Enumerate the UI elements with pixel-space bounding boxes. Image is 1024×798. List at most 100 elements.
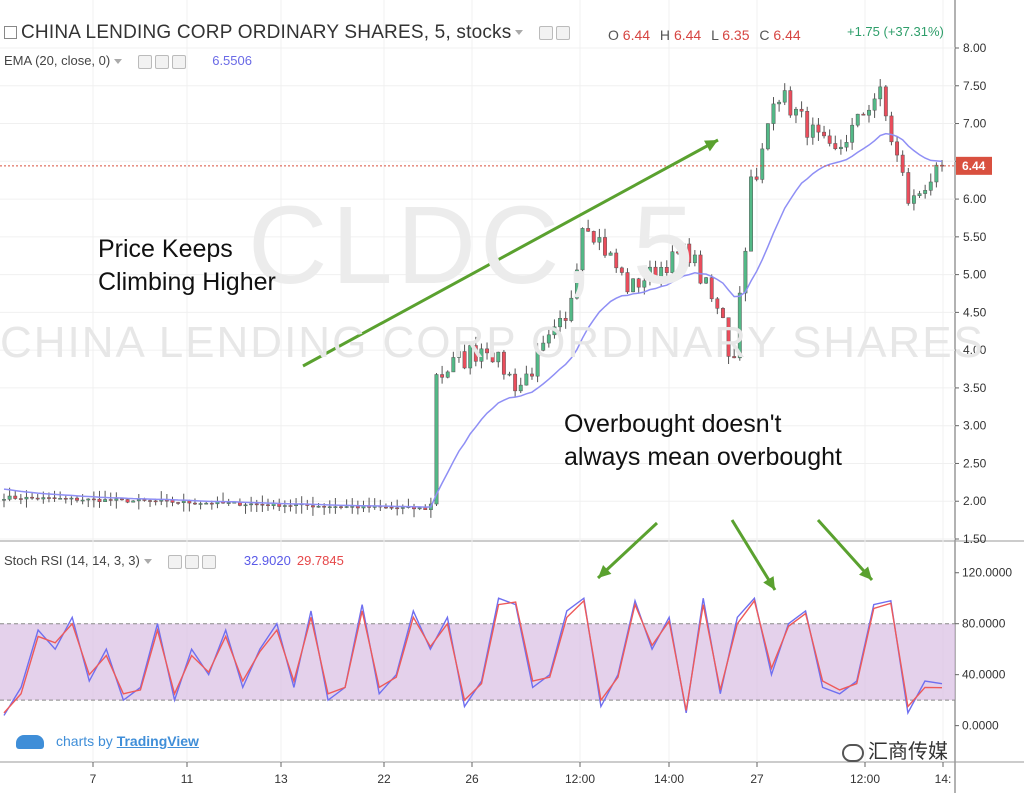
- gear-icon[interactable]: [556, 25, 571, 40]
- symbol-title-text: CHINA LENDING CORP ORDINARY SHARES, 5, s…: [21, 22, 512, 43]
- overbought-annotation-line1: Overbought doesn't: [564, 410, 782, 438]
- overbought-arrow-3-head: [859, 566, 872, 580]
- candle-body: [676, 251, 680, 254]
- candle-body: [591, 231, 596, 243]
- trend-arrow-head: [704, 140, 718, 152]
- candle-body: [659, 267, 664, 279]
- candle-body: [810, 124, 815, 138]
- candle-body: [709, 277, 714, 300]
- symbol-watermark: CLDC, 5: [248, 184, 698, 307]
- name-watermark: CHINA LENDING CORP ORDINARY SHARES: [0, 318, 985, 367]
- price-axis-label: 7.00: [963, 117, 987, 131]
- ema-line: [3, 132, 943, 508]
- candle-body: [794, 108, 798, 116]
- candle-body: [552, 326, 557, 336]
- ema-legend[interactable]: EMA (20, close, 0) 6.5506: [4, 53, 252, 69]
- candle-body: [47, 497, 51, 499]
- candle-body: [226, 502, 231, 504]
- close-icon[interactable]: [172, 54, 187, 69]
- candle-body: [805, 111, 810, 138]
- candle-body: [535, 350, 540, 377]
- candle-body: [451, 357, 456, 373]
- low-label: L: [711, 27, 719, 43]
- candle-body: [721, 308, 725, 318]
- candle-body: [518, 384, 523, 392]
- tradingview-branding[interactable]: charts by TradingView: [16, 733, 199, 750]
- candle-body: [895, 141, 899, 156]
- candle-body: [322, 506, 327, 508]
- candle-body: [496, 351, 501, 363]
- candle-body: [457, 351, 461, 358]
- candle-body: [934, 164, 939, 183]
- candle-body: [501, 351, 506, 375]
- candle-body: [310, 505, 315, 508]
- candle-body: [114, 498, 119, 501]
- price-axis-label: 3.00: [963, 419, 987, 433]
- candle-body: [395, 507, 400, 510]
- candle-body: [648, 266, 652, 282]
- candle-body: [288, 505, 293, 507]
- candle-body: [13, 495, 18, 499]
- candle-body: [698, 254, 703, 284]
- candle-body: [681, 243, 686, 254]
- eye-icon[interactable]: [167, 554, 182, 569]
- candle-body: [193, 502, 197, 505]
- candle-body: [120, 498, 124, 501]
- candle-body: [254, 503, 259, 506]
- candle-body: [597, 237, 602, 243]
- settings-icon[interactable]: [539, 25, 554, 40]
- candle-body: [389, 506, 394, 509]
- candle-body: [260, 503, 265, 506]
- candle-body: [35, 497, 40, 500]
- candle-body: [574, 269, 579, 299]
- price-annotation-line2: Climbing Higher: [98, 268, 276, 296]
- stoch-d-line: [3, 599, 943, 714]
- candle-body: [108, 499, 113, 501]
- candle-body: [850, 124, 855, 143]
- chevron-down-icon[interactable]: [143, 559, 152, 565]
- candle-body: [737, 292, 742, 359]
- candle-body: [928, 181, 933, 191]
- candle-body: [176, 502, 181, 504]
- time-axis-label: 13: [274, 772, 288, 786]
- candle-body: [97, 498, 102, 502]
- candle-body: [80, 499, 85, 502]
- gear-icon[interactable]: [184, 554, 199, 569]
- osc-axis-label: 120.0000: [962, 566, 1012, 580]
- candle-body: [524, 373, 529, 386]
- price-axis-label: 5.50: [963, 230, 987, 244]
- candle-body: [473, 345, 478, 362]
- chevron-down-icon[interactable]: [114, 59, 123, 65]
- symbol-title[interactable]: CHINA LENDING CORP ORDINARY SHARES, 5, s…: [4, 22, 571, 44]
- candle-body: [344, 506, 349, 508]
- close-icon[interactable]: [201, 554, 216, 569]
- candle-body: [513, 373, 518, 392]
- candle-body: [726, 317, 731, 357]
- gear-icon[interactable]: [155, 54, 170, 69]
- collapse-icon[interactable]: [4, 26, 17, 40]
- time-axis-label: 12:00: [850, 772, 880, 786]
- time-axis-label: 22: [377, 772, 391, 786]
- candle-body: [799, 108, 804, 112]
- chevron-down-icon[interactable]: [515, 30, 524, 36]
- cloud-icon: [16, 735, 44, 750]
- candle-body: [170, 500, 175, 503]
- price-axis-label: 2.50: [963, 456, 987, 470]
- stoch-legend[interactable]: Stoch RSI (14, 14, 3, 3) 32.9020 29.7845: [4, 553, 344, 569]
- candle-body: [462, 351, 467, 369]
- wechat-icon: [842, 743, 864, 762]
- eye-icon[interactable]: [138, 54, 153, 69]
- close-value: 6.44: [773, 27, 801, 43]
- candle-body: [198, 503, 203, 505]
- price-axis-label: 8.00: [963, 41, 987, 55]
- candle-body: [625, 272, 630, 293]
- candle-body: [136, 499, 141, 502]
- wechat-label: 汇商传媒: [868, 741, 948, 763]
- candle-body: [765, 123, 770, 150]
- candle-body: [855, 113, 860, 126]
- tradingview-link[interactable]: TradingView: [116, 733, 199, 749]
- candle-body: [187, 500, 192, 504]
- candle-body: [838, 146, 843, 150]
- overbought-arrow-2-head: [763, 576, 775, 590]
